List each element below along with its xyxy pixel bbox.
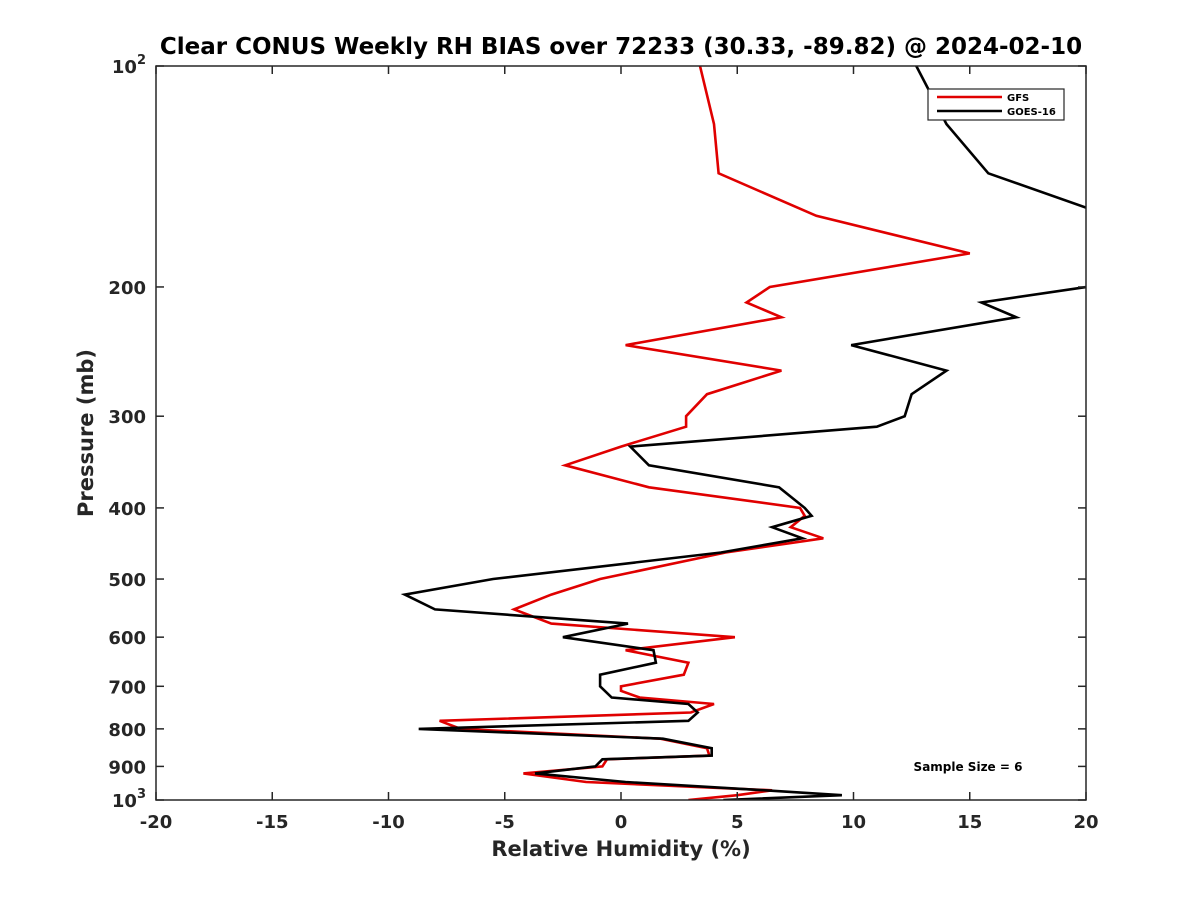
legend-label-gfs: GFS <box>1007 93 1029 104</box>
y-tick-label: 200 <box>108 278 146 299</box>
y-axis-ticks: 102 200 300 400 500 600 700 800 900 103 <box>108 53 1086 812</box>
legend-label-goes-16: GOES-16 <box>1007 107 1056 118</box>
x-tick-label: -15 <box>256 812 289 833</box>
sample-size-annotation: Sample Size = 6 <box>914 760 1023 774</box>
x-tick-label: 15 <box>957 812 982 833</box>
x-axis-label: Relative Humidity (%) <box>491 837 750 861</box>
chart-title: Clear CONUS Weekly RH BIAS over 72233 (3… <box>160 34 1082 60</box>
legend-box <box>927 88 1065 121</box>
y-tick-label: 400 <box>108 499 146 520</box>
y-tick-label: 103 <box>112 787 146 812</box>
series-line-gfs <box>439 66 971 800</box>
y-tick-label: 102 <box>112 53 146 78</box>
y-tick-label: 300 <box>108 407 146 428</box>
x-tick-label: -10 <box>372 812 405 833</box>
y-axis-label: Pressure (mb) <box>74 349 98 517</box>
y-tick-label: 900 <box>108 757 146 778</box>
x-tick-label: 5 <box>731 812 744 833</box>
x-tick-label: -20 <box>140 812 173 833</box>
legend: GFS GOES-16 <box>927 88 1065 121</box>
y-tick-label: 600 <box>108 628 146 649</box>
x-tick-label: 10 <box>841 812 866 833</box>
x-tick-label: 0 <box>615 812 628 833</box>
y-tick-label: 500 <box>108 570 146 591</box>
y-tick-label: 700 <box>108 677 146 698</box>
x-axis-ticks: -20 -15 -10 -5 0 5 10 15 20 <box>140 66 1099 833</box>
x-tick-label: -5 <box>495 812 515 833</box>
series-layer <box>400 66 1086 800</box>
series-line-goes-16 <box>400 66 1086 800</box>
y-tick-label: 800 <box>108 720 146 741</box>
x-tick-label: 20 <box>1073 812 1098 833</box>
